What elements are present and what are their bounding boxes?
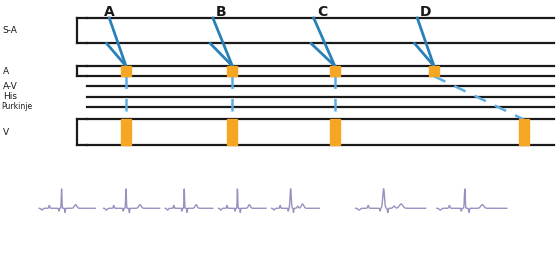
Text: V: V xyxy=(3,128,9,137)
Text: C: C xyxy=(317,5,327,19)
Text: A-V: A-V xyxy=(3,82,17,91)
Text: A: A xyxy=(3,67,9,76)
Text: D: D xyxy=(420,5,431,19)
Bar xyxy=(227,119,237,145)
Bar xyxy=(429,66,439,76)
Text: A: A xyxy=(104,5,115,19)
Text: His: His xyxy=(3,92,17,101)
Text: B: B xyxy=(216,5,226,19)
Bar xyxy=(121,66,131,76)
Text: Purkinje: Purkinje xyxy=(2,102,33,111)
Text: S-A: S-A xyxy=(3,26,18,35)
Bar xyxy=(330,66,340,76)
Bar xyxy=(121,119,131,145)
Bar xyxy=(330,119,340,145)
Bar xyxy=(227,66,237,76)
Bar xyxy=(519,119,529,145)
